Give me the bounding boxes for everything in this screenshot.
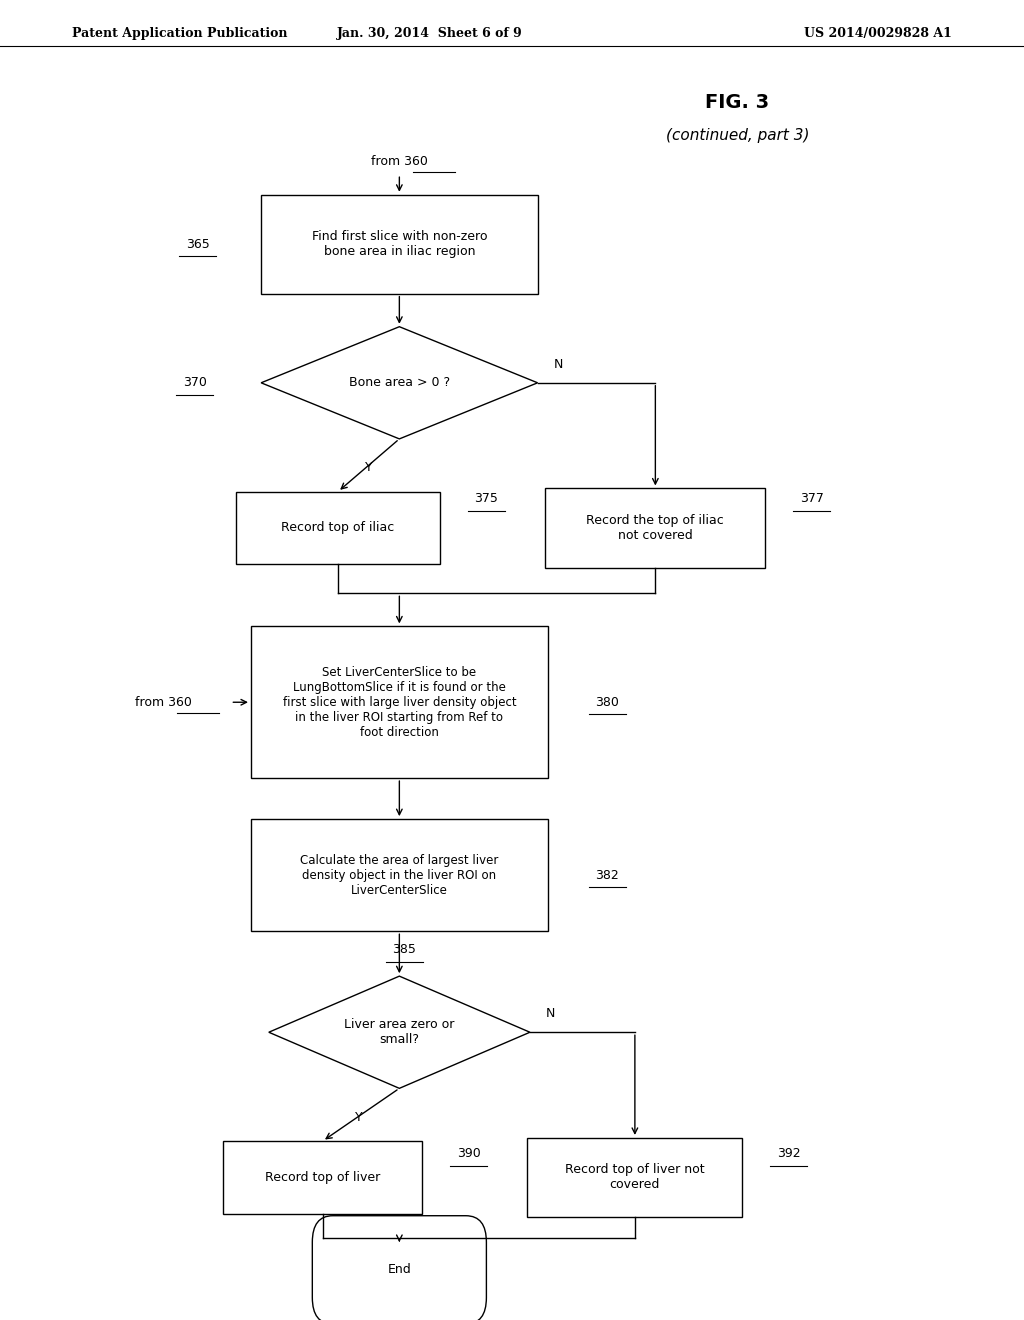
Text: Bone area > 0 ?: Bone area > 0 ? bbox=[349, 376, 450, 389]
Text: Record top of liver not
covered: Record top of liver not covered bbox=[565, 1163, 705, 1192]
Text: N: N bbox=[553, 358, 563, 371]
Text: Y: Y bbox=[365, 462, 373, 474]
Text: from 360: from 360 bbox=[135, 696, 193, 709]
Text: 375: 375 bbox=[474, 492, 499, 506]
Text: Liver area zero or
small?: Liver area zero or small? bbox=[344, 1018, 455, 1047]
Text: 370: 370 bbox=[182, 376, 207, 389]
Text: 390: 390 bbox=[457, 1147, 480, 1160]
Text: 377: 377 bbox=[800, 492, 823, 506]
Text: Set LiverCenterSlice to be
LungBottomSlice if it is found or the
first slice wit: Set LiverCenterSlice to be LungBottomSli… bbox=[283, 665, 516, 739]
Text: Record the top of iliac
not covered: Record the top of iliac not covered bbox=[587, 513, 724, 543]
Text: Record top of iliac: Record top of iliac bbox=[282, 521, 394, 535]
Text: 392: 392 bbox=[776, 1147, 801, 1160]
Text: Jan. 30, 2014  Sheet 6 of 9: Jan. 30, 2014 Sheet 6 of 9 bbox=[337, 26, 523, 40]
Text: Y: Y bbox=[354, 1111, 362, 1123]
Text: End: End bbox=[387, 1263, 412, 1276]
Polygon shape bbox=[261, 327, 538, 438]
Text: Calculate the area of largest liver
density object in the liver ROI on
LiverCent: Calculate the area of largest liver dens… bbox=[300, 854, 499, 896]
FancyBboxPatch shape bbox=[251, 818, 548, 932]
FancyBboxPatch shape bbox=[527, 1138, 742, 1217]
Text: 380: 380 bbox=[595, 696, 620, 709]
FancyBboxPatch shape bbox=[236, 491, 440, 565]
Text: Record top of liver: Record top of liver bbox=[265, 1171, 380, 1184]
Text: 382: 382 bbox=[595, 869, 620, 882]
Text: 365: 365 bbox=[185, 238, 210, 251]
Text: Patent Application Publication: Patent Application Publication bbox=[72, 26, 287, 40]
Text: FIG. 3: FIG. 3 bbox=[706, 94, 769, 112]
Text: from 360: from 360 bbox=[371, 154, 428, 168]
Text: US 2014/0029828 A1: US 2014/0029828 A1 bbox=[805, 26, 952, 40]
FancyBboxPatch shape bbox=[251, 626, 548, 777]
Text: Find first slice with non-zero
bone area in iliac region: Find first slice with non-zero bone area… bbox=[311, 230, 487, 259]
FancyBboxPatch shape bbox=[545, 488, 765, 568]
Polygon shape bbox=[268, 977, 530, 1088]
FancyBboxPatch shape bbox=[312, 1216, 486, 1320]
FancyBboxPatch shape bbox=[261, 195, 538, 294]
Text: 385: 385 bbox=[392, 944, 417, 956]
Text: N: N bbox=[546, 1007, 555, 1020]
Text: (continued, part 3): (continued, part 3) bbox=[666, 128, 809, 144]
FancyBboxPatch shape bbox=[223, 1140, 422, 1214]
